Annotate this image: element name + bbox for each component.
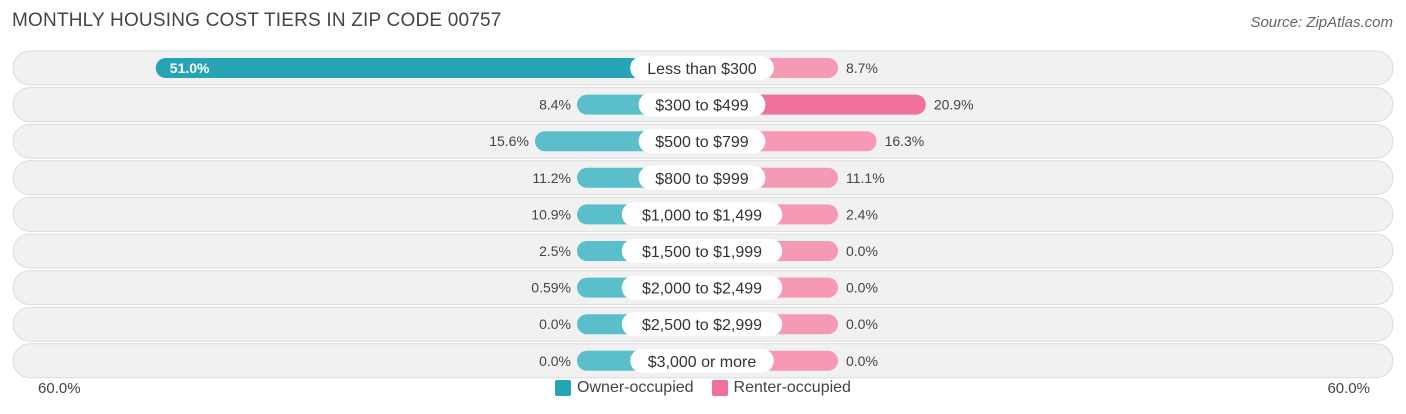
renter-value-label: 0.0% <box>846 243 878 259</box>
category-pill <box>621 202 783 227</box>
renter-value-label: 20.9% <box>934 97 974 113</box>
renter-value-label: 0.0% <box>846 316 878 332</box>
owner-value-label: 0.0% <box>539 316 571 332</box>
category-pill <box>621 312 783 337</box>
category-pill <box>638 165 766 190</box>
category-label: $1,500 to $1,999 <box>642 244 762 261</box>
category-label: $800 to $999 <box>655 171 749 188</box>
owner-value-label: 15.6% <box>489 133 529 149</box>
category-label: $500 to $799 <box>655 134 749 151</box>
axis-min-label: 60.0% <box>38 380 81 397</box>
renter-value-label: 2.4% <box>846 206 878 222</box>
owner-value-label: 0.0% <box>539 353 571 369</box>
renter-value-label: 16.3% <box>885 133 925 149</box>
owner-value-label: 51.0% <box>170 60 210 76</box>
owner-value-label: 8.4% <box>539 97 571 113</box>
legend-label-owner: Owner-occupied <box>577 379 694 396</box>
legend-label-renter: Renter-occupied <box>733 379 851 396</box>
owner-value-label: 2.5% <box>539 243 571 259</box>
category-pill <box>638 92 766 117</box>
legend: Owner-occupied Renter-occupied <box>0 379 1406 397</box>
category-pill <box>630 348 774 373</box>
chart-title: MONTHLY HOUSING COST TIERS IN ZIP CODE 0… <box>12 10 502 31</box>
axis-max-label: 60.0% <box>1327 380 1370 397</box>
category-pill <box>621 275 783 300</box>
renter-value-label: 0.0% <box>846 280 878 296</box>
category-pill <box>621 239 783 263</box>
category-pill <box>630 56 774 80</box>
category-label: Less than $300 <box>647 61 757 78</box>
legend-item-owner: Owner-occupied <box>555 379 694 397</box>
owner-bar <box>155 58 703 78</box>
legend-item-renter: Renter-occupied <box>711 379 851 397</box>
category-pill <box>638 129 766 154</box>
owner-value-label: 11.2% <box>532 170 571 186</box>
category-label: $2,500 to $2,999 <box>642 317 762 334</box>
source-note: Source: ZipAtlas.com <box>1250 14 1393 31</box>
legend-swatch-owner <box>555 380 572 396</box>
category-label: $3,000 or more <box>648 354 757 371</box>
category-label: $300 to $499 <box>655 98 749 115</box>
owner-value-label: 10.9% <box>531 206 571 222</box>
legend-swatch-renter <box>711 380 728 396</box>
renter-value-label: 8.7% <box>846 60 878 76</box>
owner-value-label: 0.59% <box>531 280 571 296</box>
renter-value-label: 0.0% <box>846 353 878 369</box>
category-label: $2,000 to $2,499 <box>642 281 762 298</box>
renter-value-label: 11.1% <box>846 170 885 186</box>
category-label: $1,000 to $1,499 <box>642 207 762 224</box>
